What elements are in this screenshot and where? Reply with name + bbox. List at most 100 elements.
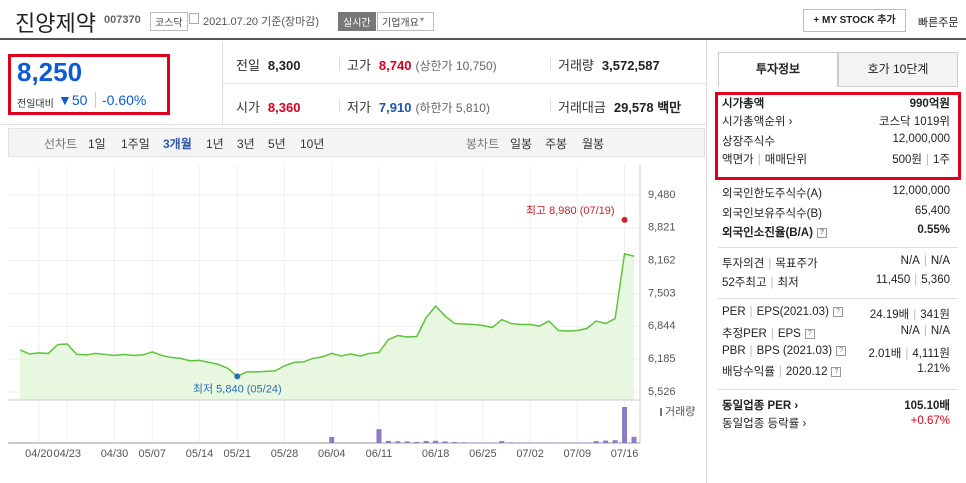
- volume-bar: [329, 436, 335, 443]
- y-tick-label: 7,503: [648, 287, 676, 299]
- info-label: 상장주식수: [722, 133, 775, 149]
- x-tick-label: 06/25: [469, 448, 497, 460]
- candle-tab[interactable]: 주봉: [545, 137, 568, 151]
- x-tick-label: 06/18: [422, 448, 450, 460]
- info-label-part: BPS (2021.03): [756, 345, 833, 357]
- separator: |: [905, 348, 909, 360]
- info-label: 배당수익률 | 2020.12?: [722, 363, 842, 379]
- period-tab[interactable]: 3년: [237, 137, 255, 151]
- candle-tab[interactable]: 월봉: [582, 137, 605, 151]
- stat-extra: (상한가 10,750): [415, 59, 497, 73]
- info-value-part: 2.01배: [868, 348, 902, 360]
- info-value-part: 24.19배: [869, 309, 910, 321]
- info-label: 추정PER | EPS?: [722, 325, 815, 341]
- volume-bar: [508, 442, 514, 443]
- volume-label: 거래량: [665, 405, 695, 418]
- help-icon: ?: [816, 227, 827, 238]
- separator: |: [749, 306, 753, 318]
- info-label-part: 2020.12: [785, 366, 828, 378]
- info-value-part: 0.55%: [917, 224, 950, 236]
- info-label-part: 매매단위: [764, 154, 808, 166]
- info-value-part: 1주: [933, 154, 950, 166]
- x-tick-label: 06/11: [366, 448, 393, 460]
- stat-label: 시가: [236, 100, 260, 115]
- period-tab[interactable]: 10년: [300, 137, 325, 151]
- stat-extra: (하한가 5,810): [415, 101, 490, 115]
- info-label-part: 목표주가: [775, 258, 818, 270]
- separator: |: [778, 366, 782, 378]
- stat-value: 8,360: [267, 100, 301, 115]
- market-badge: 코스닥: [150, 12, 188, 31]
- info-value-part: N/A: [900, 325, 920, 337]
- quick-order[interactable]: 빠른주문: [918, 17, 959, 29]
- info-label-part: 최저: [777, 277, 799, 289]
- volume-bar: [489, 442, 495, 443]
- volume-bar: [395, 441, 401, 443]
- info-value: 12,000,000: [892, 133, 950, 145]
- info-label: 시가총액순위 ›: [722, 113, 793, 129]
- period-tab[interactable]: 1일: [88, 137, 106, 151]
- info-value: 1.21%: [917, 363, 950, 375]
- info-label-part: 배당수익률: [722, 366, 775, 378]
- volume-bar: [584, 442, 590, 443]
- high-label: 최고 8,980 (07/19): [526, 204, 615, 217]
- info-value-part: 65,400: [914, 205, 950, 217]
- info-label-part: 시가총액순위 ›: [722, 116, 793, 128]
- separator: |: [923, 325, 927, 337]
- side-tab[interactable]: 호가 10단계: [838, 52, 958, 87]
- mystock-button[interactable]: + MY STOCK 추가: [803, 9, 906, 32]
- stat-value: 8,740: [378, 58, 412, 73]
- info-value-part: N/A: [900, 255, 920, 267]
- volume-bar: [612, 440, 618, 443]
- stat-label: 저가: [347, 100, 371, 115]
- stock-name: 진양제약: [15, 11, 96, 36]
- info-value-part: +0.67%: [910, 415, 950, 427]
- period-tab[interactable]: 1주일: [121, 137, 150, 151]
- period-tab[interactable]: 5년: [268, 137, 286, 151]
- change-rate: -0.60%: [95, 92, 146, 108]
- info-value: 500원 | 1주: [892, 151, 950, 167]
- calendar-icon: [189, 13, 199, 24]
- stat-value: 29,578 백만: [613, 100, 682, 115]
- info-label-part: PBR: [722, 345, 746, 357]
- side-border: [706, 40, 707, 483]
- date: 2021.07.20 기준(장마감): [203, 16, 320, 28]
- candle-tab[interactable]: 일봉: [510, 137, 533, 151]
- volume-bar: [480, 442, 486, 443]
- volume-bar: [499, 441, 505, 443]
- separator: |: [749, 345, 753, 357]
- side-tab[interactable]: 투자정보: [718, 52, 838, 87]
- info-value: 24.19배 | 341원: [870, 306, 950, 322]
- stat: 저가 7,910 (하한가 5,810): [347, 97, 490, 116]
- volume-bar: [622, 407, 628, 443]
- info-label-part: 외국인한도주식수(A): [722, 188, 822, 200]
- period-tab[interactable]: 3개월: [163, 137, 192, 151]
- info-label-part: 외국인소진율(B/A): [722, 227, 813, 239]
- section-divider: [718, 298, 958, 299]
- price-line: [19, 252, 635, 378]
- tab-label: 봉차트: [466, 137, 500, 151]
- stat-value: 7,910: [378, 100, 412, 115]
- info-value-part: N/A: [930, 255, 950, 267]
- overview-button[interactable]: 기업개요: [377, 12, 434, 31]
- volume-bar: [603, 440, 609, 443]
- stat-divider: [550, 57, 551, 70]
- info-value-part: 341원: [920, 309, 950, 321]
- info-value-part: 12,000,000: [892, 185, 950, 197]
- y-tick-label: 5,526: [648, 386, 676, 398]
- help-icon: ?: [832, 306, 843, 317]
- volume-bar: [527, 442, 533, 443]
- info-label: 외국인한도주식수(A): [722, 185, 822, 201]
- info-label-part: 추정PER: [722, 328, 767, 340]
- info-value-part: 990억원: [909, 98, 950, 110]
- info-value: 11,450 | 5,360: [876, 274, 950, 286]
- realtime-button[interactable]: 실시간: [338, 12, 376, 31]
- info-label: PER | EPS(2021.03)?: [722, 306, 843, 318]
- low-marker: [234, 373, 241, 380]
- x-tick-label: 04/30: [101, 448, 129, 460]
- stat-label: 거래대금: [558, 100, 606, 115]
- period-tab[interactable]: 1년: [206, 137, 224, 151]
- stat: 고가 8,740 (상한가 10,750): [347, 55, 497, 74]
